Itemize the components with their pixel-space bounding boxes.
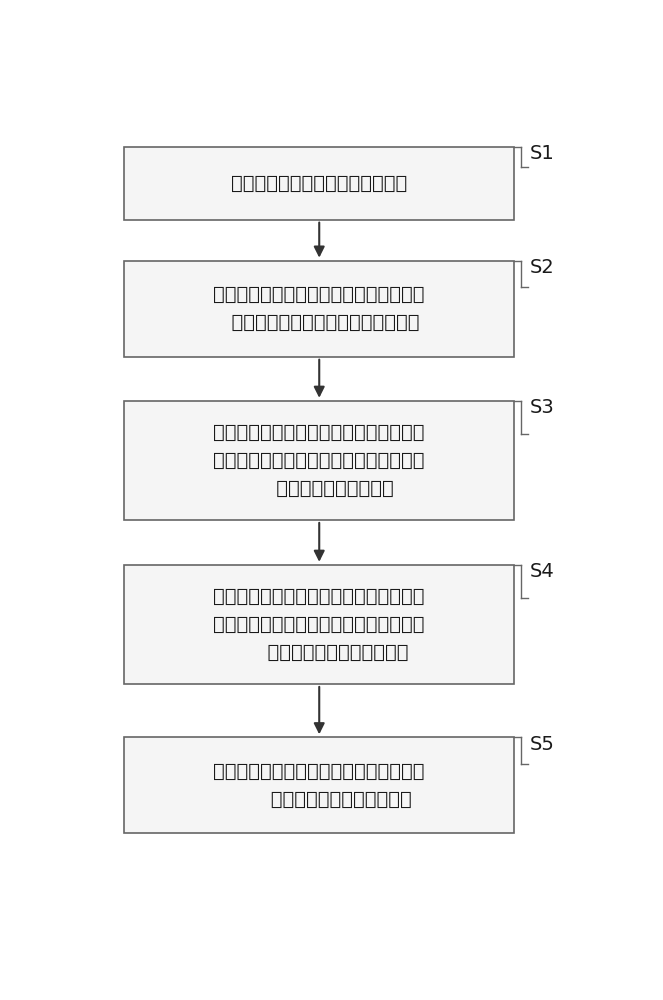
Text: 根据计算得到的两泵应得扭矩和主压大小
       计算两泵的电流大小并输出: 根据计算得到的两泵应得扭矩和主压大小 计算两泵的电流大小并输出 (213, 762, 425, 809)
Text: S4: S4 (530, 562, 555, 581)
Text: 计算出的失速扭矩和发动机各档位给定额
定扭矩之差和差值的微分作为模糊控制输
     入计算扭矩超出的大小: 计算出的失速扭矩和发动机各档位给定额 定扭矩之差和差值的微分作为模糊控制输 入计… (213, 423, 425, 498)
FancyBboxPatch shape (124, 737, 514, 833)
Text: 根据前后泵主压的大小来模糊计算分配前
后泵扭矩的减小量，使得两泵扭矩的减少
      量之和等于扭矩超出的大小: 根据前后泵主压的大小来模糊计算分配前 后泵扭矩的减小量，使得两泵扭矩的减少 量之… (213, 587, 425, 662)
Text: 根据先导电流值、前后泵压力和发动机特
  定转速的失速值共同计算失速扭矩。: 根据先导电流值、前后泵压力和发动机特 定转速的失速值共同计算失速扭矩。 (213, 285, 425, 332)
FancyBboxPatch shape (124, 261, 514, 357)
Text: S1: S1 (530, 144, 555, 163)
Text: S2: S2 (530, 258, 555, 277)
FancyBboxPatch shape (124, 147, 514, 220)
FancyBboxPatch shape (124, 565, 514, 684)
FancyBboxPatch shape (124, 401, 514, 520)
Text: 根据各动作先导值计算前后泵电流: 根据各动作先导值计算前后泵电流 (231, 174, 407, 193)
Text: S5: S5 (530, 735, 555, 754)
Text: S3: S3 (530, 398, 555, 417)
